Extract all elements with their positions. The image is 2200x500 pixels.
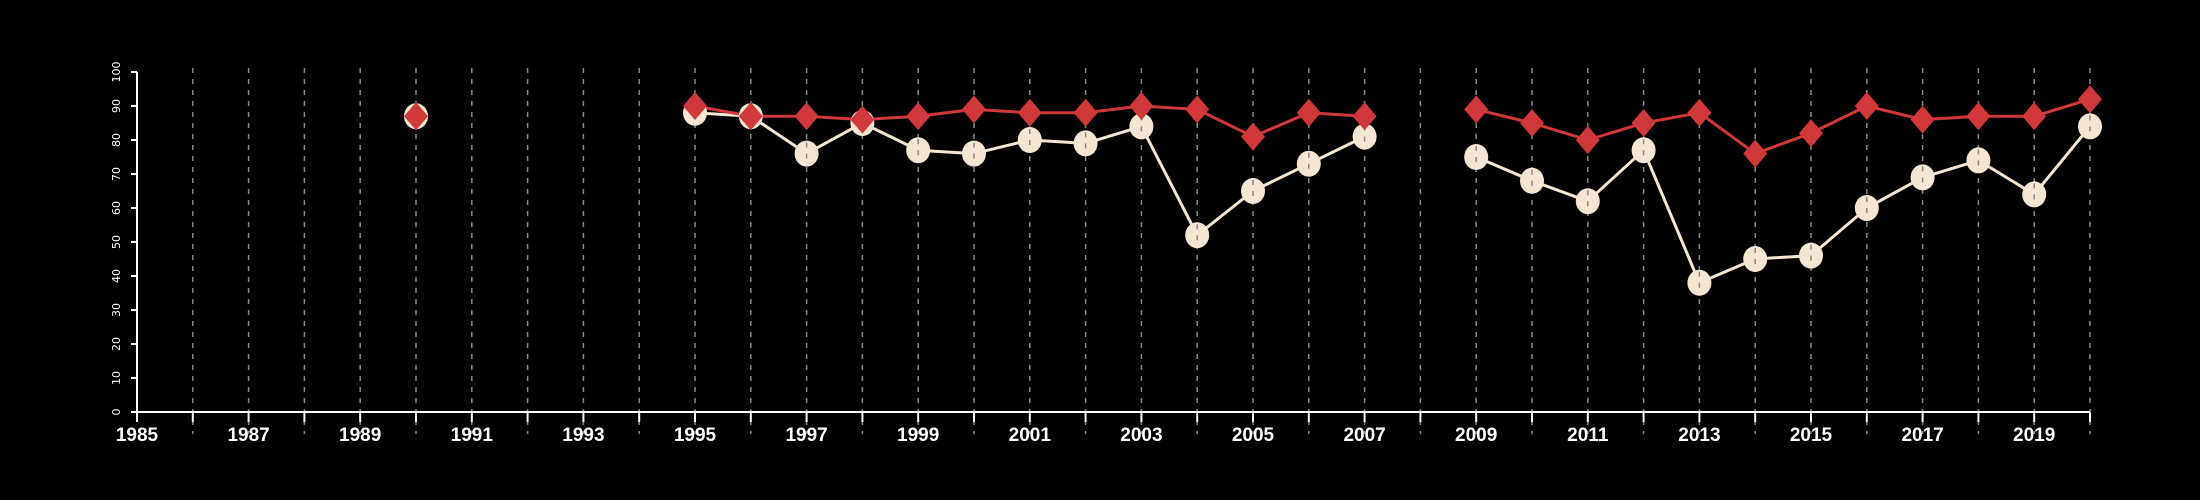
x-tick-label: 1993 (562, 425, 604, 446)
x-tick-label: 1989 (339, 425, 381, 446)
white-circles-point (1129, 113, 1154, 140)
red-diamonds-segment (1252, 111, 1310, 138)
red-diamonds-point (1575, 126, 1600, 154)
red-diamonds-point (738, 102, 763, 131)
y-tick-label: 40 (110, 269, 123, 283)
y-tick-label: 80 (110, 133, 123, 147)
x-tick-label: 1997 (785, 425, 827, 446)
y-tick-label: 0 (110, 409, 123, 416)
red-diamonds-point (1129, 92, 1154, 120)
x-tick-label: 1995 (674, 425, 717, 446)
x-tick-label: 1985 (116, 425, 159, 446)
x-tick-label: 2009 (1455, 425, 1497, 446)
y-tick-label: 10 (110, 371, 123, 385)
red-diamonds-point (1017, 98, 1042, 127)
y-tick-label: 70 (110, 167, 123, 181)
red-diamonds-point (1296, 98, 1321, 127)
red-diamonds-point (1631, 109, 1656, 137)
red-diamonds-point (1799, 119, 1823, 148)
red-diamonds-segment (1196, 108, 1254, 138)
x-tick-label: 2007 (1343, 425, 1385, 446)
red-diamonds-point (1185, 95, 1210, 124)
x-tick-label: 1991 (451, 425, 494, 446)
red-diamonds-point (1241, 122, 1265, 151)
x-tick-label: 2019 (2013, 425, 2055, 446)
red-diamonds-point (850, 105, 875, 134)
x-tick-label: 2001 (1009, 425, 1052, 446)
red-diamonds-point (1743, 139, 1768, 168)
x-tick-label: 2011 (1567, 425, 1609, 446)
red-diamonds-segment (1698, 111, 1757, 155)
x-tick-label: 2005 (1232, 425, 1275, 446)
x-tick-label: 1987 (227, 425, 269, 446)
x-tick-label: 1999 (897, 425, 939, 446)
white-circles-point (2078, 113, 2102, 140)
x-tick-label: 2003 (1120, 425, 1162, 446)
y-tick-label: 60 (110, 201, 123, 215)
y-tick-label: 50 (110, 235, 123, 249)
series-layer (404, 85, 2102, 296)
red-diamonds-segment (1810, 104, 1868, 135)
x-tick-label: 2015 (1790, 425, 1833, 446)
axes: 0 10 20 30 40 50 60 70 80 90 100 1985 1987 1989 1991 19… (110, 62, 2091, 446)
red-diamonds-point (404, 102, 428, 131)
white-circles-segment (1586, 149, 1645, 203)
y-tick-label: 90 (110, 99, 123, 113)
red-diamonds-point (1464, 95, 1489, 124)
red-diamonds-point (1520, 109, 1544, 137)
red-diamonds-point (2022, 102, 2047, 131)
x-tick-label: 2013 (1678, 425, 1720, 446)
white-circles-segment (1140, 125, 1199, 236)
red-diamonds-point (1352, 102, 1377, 131)
red-diamonds-point (1910, 105, 1935, 134)
red-diamonds-point (794, 102, 819, 131)
red-diamonds-point (1854, 92, 1879, 120)
y-tick-label: 100 (110, 62, 123, 83)
red-diamonds-segment (1754, 131, 1812, 156)
red-diamonds-point (906, 102, 931, 131)
y-tick-label: 20 (110, 337, 123, 351)
red-diamonds-point (1966, 102, 1991, 131)
red-diamonds-point (1073, 98, 1098, 127)
red-diamonds-point (962, 95, 986, 124)
y-tick-label: 30 (110, 303, 123, 317)
red-diamonds-point (683, 92, 707, 120)
white-circles-segment (2033, 125, 2092, 196)
x-tick-label: 2017 (1901, 425, 1943, 446)
white-circles-segment (1642, 149, 1701, 284)
red-diamonds-point (2078, 85, 2102, 114)
red-diamonds-point (1687, 98, 1712, 127)
